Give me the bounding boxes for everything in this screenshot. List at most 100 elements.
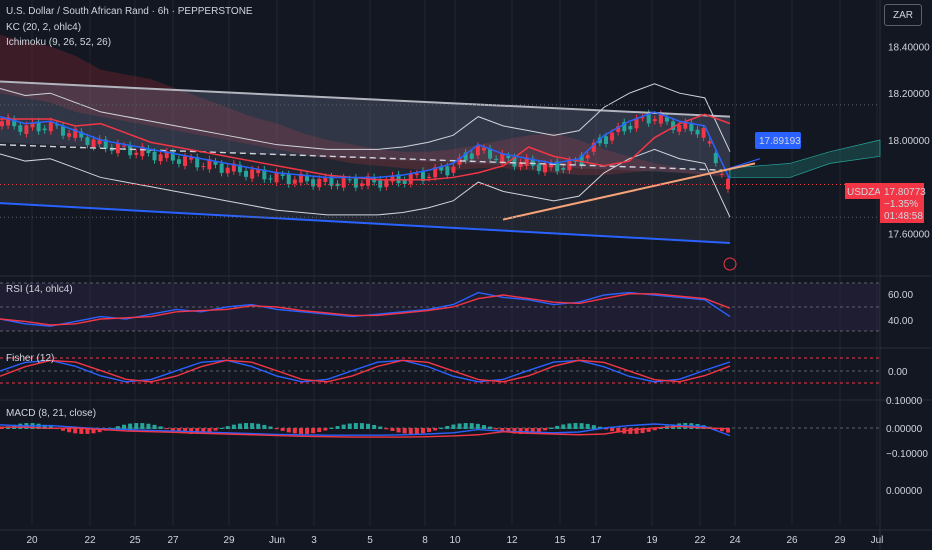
time-label-11: 15: [554, 535, 566, 546]
macd-histogram-bar: [542, 428, 547, 431]
candle-body: [628, 126, 633, 130]
macd-histogram-bar: [390, 428, 395, 431]
candle-body: [347, 179, 352, 181]
candle-body: [689, 122, 694, 132]
candle-body: [597, 137, 602, 144]
candle-body: [579, 155, 584, 166]
candle-body: [500, 153, 505, 164]
macd-histogram-bar: [274, 428, 279, 430]
macd-histogram-bar: [512, 428, 517, 434]
candle-body: [518, 162, 523, 167]
candle-body: [329, 176, 334, 186]
ichimoku-conversion: [0, 111, 731, 181]
macd-histogram-bar: [183, 428, 188, 434]
macd-histogram-bar: [85, 428, 90, 434]
blue-price-tag-text: 17.89193: [759, 136, 801, 147]
macd-histogram-bar: [115, 426, 120, 429]
candle-body: [664, 117, 669, 122]
candle-body: [323, 176, 328, 182]
candle-body: [61, 125, 66, 136]
macd-histogram-bar: [42, 424, 47, 429]
candle-body: [695, 129, 700, 135]
macd-histogram-bar: [207, 428, 212, 433]
time-label-12: 17: [590, 535, 602, 546]
candle-body: [524, 157, 529, 166]
macd-histogram-bar: [481, 425, 486, 429]
macd-histogram-bar: [61, 428, 66, 431]
macd-histogram-bar: [280, 428, 285, 431]
candle-body: [427, 176, 432, 179]
rsi-legend[interactable]: RSI (14, ohlc4): [6, 284, 73, 295]
currency-button[interactable]: ZAR: [884, 4, 922, 26]
candle-body: [268, 178, 273, 180]
macd-histogram-bar: [97, 428, 102, 433]
candle-body: [433, 167, 438, 178]
candle-body: [164, 151, 169, 159]
candle-body: [555, 161, 560, 172]
candle-body: [189, 157, 194, 160]
candle-body: [646, 113, 651, 124]
macd-histogram-bar: [244, 423, 249, 429]
time-label-8: 8: [422, 535, 428, 546]
macd-histogram-bar: [347, 423, 352, 429]
candle-body: [311, 179, 316, 187]
macd-tick-0: 0.10000: [886, 396, 923, 407]
ichimoku-legend[interactable]: Ichimoku (9, 26, 52, 26): [6, 37, 112, 48]
macd-histogram-bar: [353, 423, 358, 429]
candle-body: [305, 174, 310, 182]
macd-histogram-bar: [225, 426, 230, 429]
candle-body: [561, 167, 566, 170]
macd-histogram-bar: [268, 426, 273, 429]
kc-legend[interactable]: KC (20, 2, ohlc4): [6, 22, 82, 33]
candle-body: [122, 145, 127, 147]
candle-body: [494, 158, 499, 160]
candle-body: [408, 174, 413, 184]
macd-histogram-bar: [164, 428, 169, 430]
candle-body: [402, 179, 407, 184]
macd-histogram-bar: [128, 423, 133, 429]
candle-body: [677, 125, 682, 132]
macd-legend[interactable]: MACD (8, 21, close): [6, 408, 97, 419]
time-label-15: 24: [729, 535, 741, 546]
axes: 18.40000 18.20000 18.00000 17.60000 17.89193…: [26, 42, 930, 546]
macd-histogram-bar: [366, 423, 371, 429]
macd-histogram-bar: [122, 424, 127, 429]
macd-tick-3: 0.00000: [886, 486, 923, 497]
last-price-tag-line-2: 01:48:58: [884, 211, 923, 222]
candle-body: [12, 119, 17, 127]
trend-line: [502, 162, 756, 221]
time-label-5: Jun: [269, 535, 285, 546]
macd-histogram-bar: [372, 425, 377, 429]
macd-histogram-bar: [237, 423, 242, 429]
macd-histogram-bar: [67, 428, 72, 433]
candle-body: [201, 166, 206, 168]
macd-histogram-bar: [603, 428, 608, 430]
macd-histogram-bar: [475, 423, 480, 429]
macd-histogram-bar: [420, 428, 425, 434]
macd-histogram-bar: [701, 425, 706, 429]
candle-body: [475, 145, 480, 156]
candle-body: [567, 159, 572, 171]
time-label-17: 29: [834, 535, 846, 546]
fisher-legend[interactable]: Fisher (12): [6, 353, 55, 364]
time-label-14: 22: [694, 535, 706, 546]
macd-histogram-bar: [640, 428, 645, 434]
channel-bottom: [0, 202, 731, 244]
macd-histogram-bar: [176, 428, 181, 433]
macd-histogram-bar: [634, 428, 639, 434]
time-label-9: 10: [449, 535, 461, 546]
candle-body: [18, 125, 23, 132]
candle-body: [463, 152, 468, 161]
candle-body: [622, 122, 627, 132]
candlesticks: [0, 109, 730, 193]
candle-body: [506, 155, 511, 159]
candle-body: [603, 136, 608, 144]
macd-histogram-bar: [506, 428, 511, 433]
candle-body: [256, 169, 261, 174]
candle-body: [542, 163, 547, 173]
macd-histogram-bar: [652, 428, 657, 431]
candle-body: [244, 170, 249, 177]
last-price-tag-line-1: −1.35%: [884, 199, 918, 210]
candle-body: [488, 148, 493, 159]
